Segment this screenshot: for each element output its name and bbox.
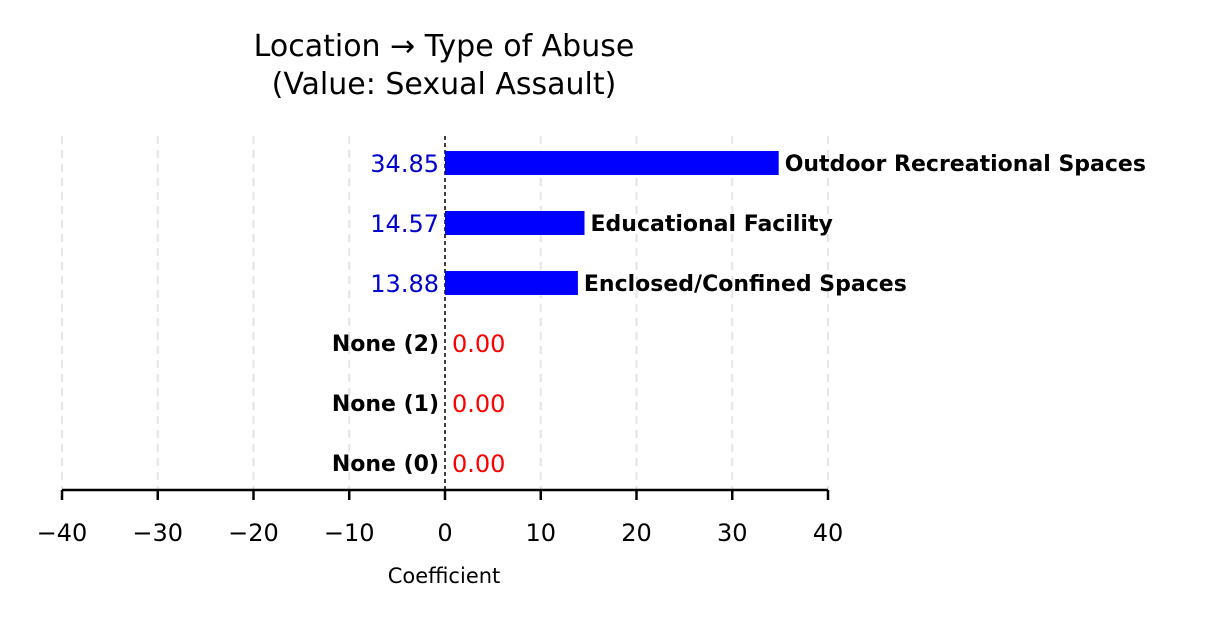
value-label: 0.00	[452, 330, 505, 358]
grid-lines	[61, 136, 829, 490]
bar-labels: 34.85 Outdoor Recreational Spaces 14.57 Edu…	[332, 150, 1146, 478]
chart-title: Location → Type of Abuse	[254, 29, 635, 64]
chart-subtitle: (Value: Sexual Assault)	[272, 67, 617, 102]
bars	[445, 151, 779, 295]
category-label: None (0)	[332, 452, 439, 477]
x-tick-label: 20	[621, 519, 652, 547]
value-label: 0.00	[452, 450, 505, 478]
value-label: 13.88	[370, 270, 439, 298]
x-tick-label: 30	[717, 519, 748, 547]
category-label: Educational Facility	[591, 212, 833, 237]
value-label: 0.00	[452, 390, 505, 418]
value-label: 14.57	[370, 210, 439, 238]
category-label: None (1)	[332, 392, 439, 417]
x-tick-label: 10	[525, 519, 556, 547]
x-tick-label: −10	[324, 519, 375, 547]
x-tick-label: −20	[228, 519, 279, 547]
category-label: Enclosed/Confined Spaces	[584, 272, 907, 297]
bar	[445, 271, 578, 295]
value-label: 34.85	[370, 150, 439, 178]
category-label: Outdoor Recreational Spaces	[785, 152, 1146, 177]
x-tick-label: −30	[132, 519, 183, 547]
x-tick-label: 40	[813, 519, 844, 547]
bar	[445, 211, 585, 235]
x-axis: −40 −30 −20 −10 0 10 20 30 40	[37, 488, 844, 547]
x-axis-label: Coefficient	[388, 564, 501, 588]
category-label: None (2)	[332, 332, 439, 357]
bar	[445, 151, 779, 175]
x-tick-label: −40	[37, 519, 88, 547]
x-tick-label: 0	[437, 519, 452, 547]
